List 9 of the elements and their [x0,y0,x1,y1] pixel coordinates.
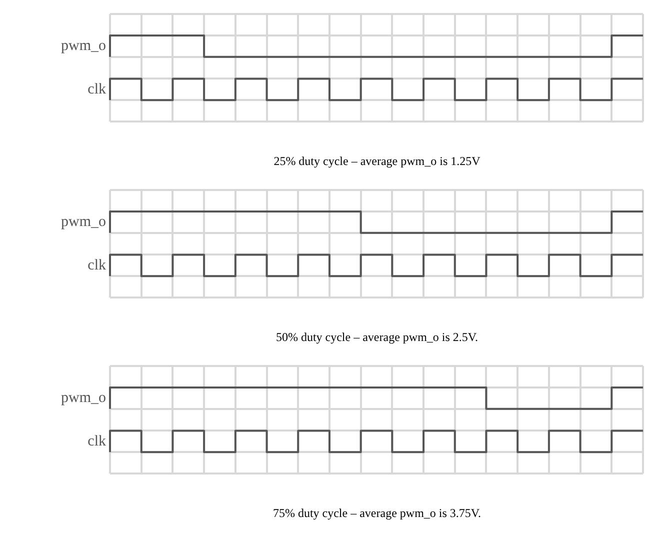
series-label: pwm_o [61,390,106,406]
series-label: pwm_o [61,214,106,230]
series-label: clk [88,433,106,450]
series-label: pwm_o [61,38,106,54]
series-label: clk [88,257,106,274]
text: 50% duty cycle – average pwm_o is 2.5V. [274,330,480,345]
series-label: clk [88,81,106,98]
text: 25% duty cycle – average pwm_o is 1.25V [272,154,482,169]
text: 75% duty cycle – average pwm_o is 3.75V. [272,506,482,521]
